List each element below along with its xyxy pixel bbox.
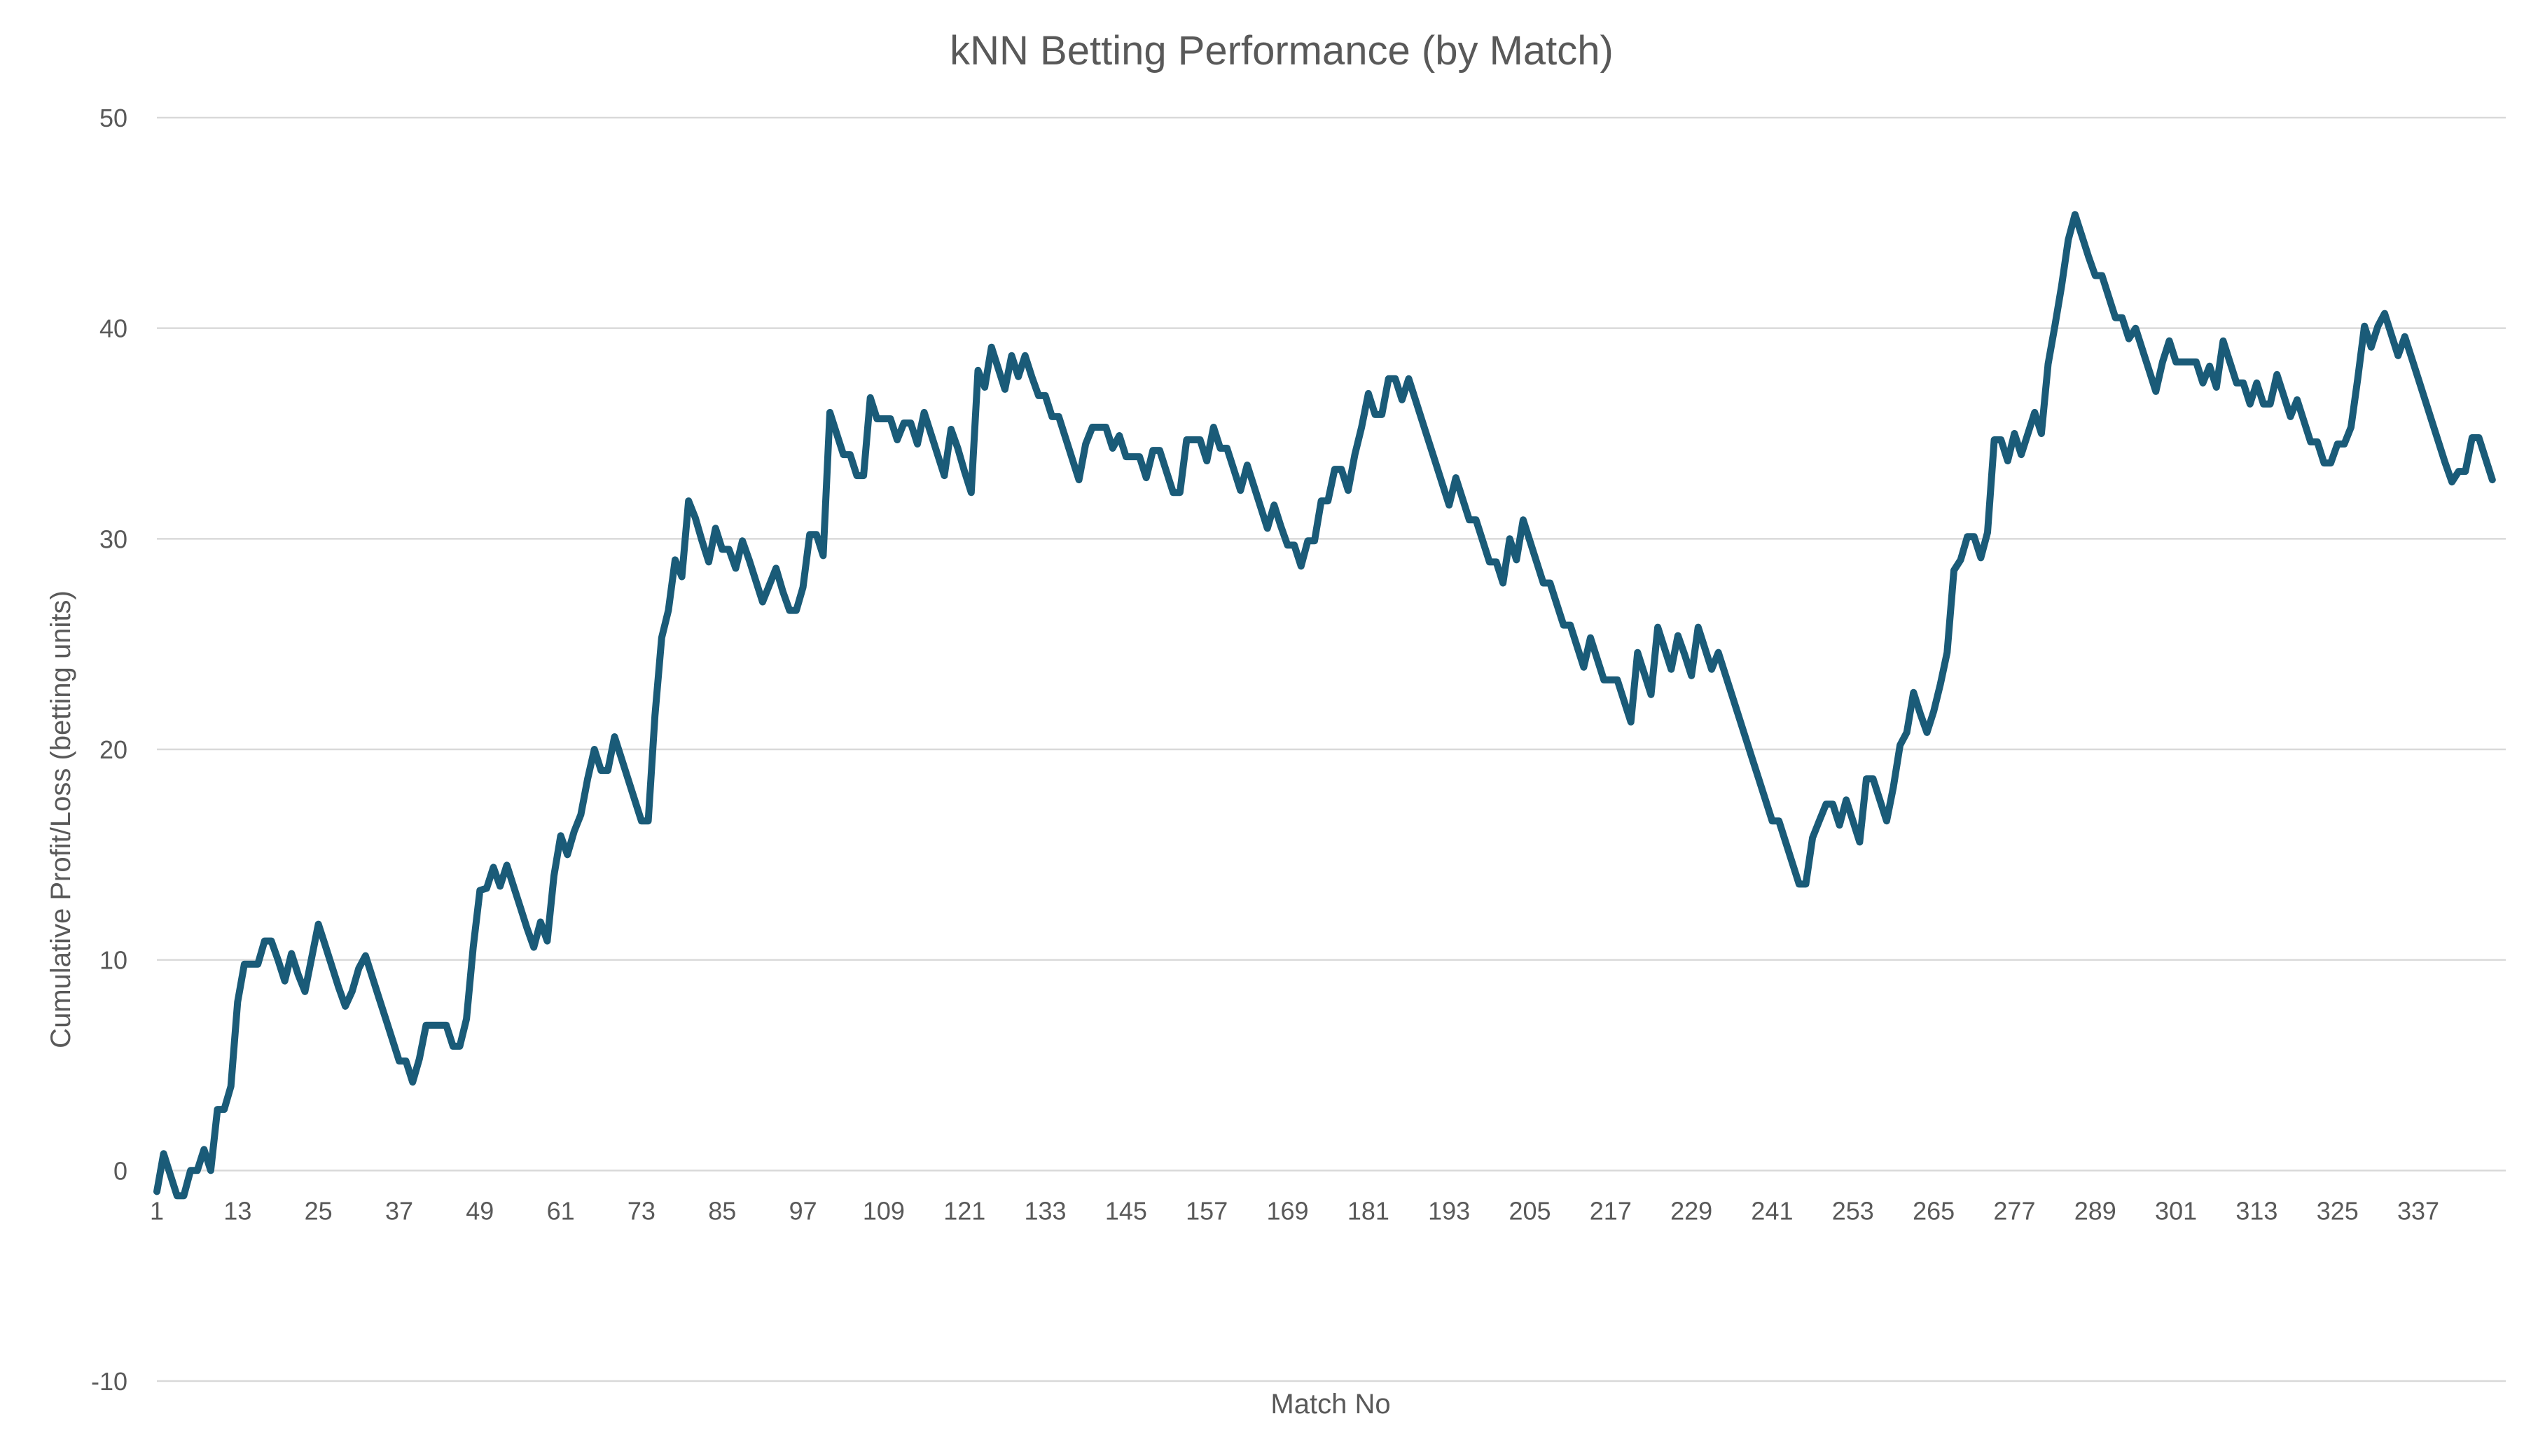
x-tick-label: 1: [150, 1196, 164, 1225]
x-tick-label: 25: [305, 1196, 333, 1225]
x-tick-label: 97: [789, 1196, 817, 1225]
x-tick-label: 85: [708, 1196, 736, 1225]
y-tick-label: 10: [99, 946, 127, 975]
y-tick-label: 20: [99, 735, 127, 764]
series-layer: [153, 211, 2496, 1200]
x-tick-label: 265: [1913, 1196, 1955, 1225]
x-tick-label: 61: [547, 1196, 575, 1225]
grid-layer: [157, 116, 2506, 1382]
x-tick-labels: 1 13 25 37 49 61 73 85 97 109 121 133 145 157 169 181 19…: [150, 1196, 2439, 1225]
y-axis-label: Cumulative Profit/Loss (betting units): [46, 590, 76, 1048]
chart-title: kNN Betting Performance (by Match): [950, 28, 1614, 74]
x-tick-label: 193: [1428, 1196, 1470, 1225]
x-tick-label: 325: [2317, 1196, 2359, 1225]
x-tick-label: 217: [1590, 1196, 1632, 1225]
x-axis-label: Match No: [1270, 1389, 1390, 1420]
y-tick-label: 0: [113, 1156, 127, 1185]
y-tick-labels: -10 0 10 20 30 40 50: [91, 104, 127, 1396]
x-tick-label: 181: [1347, 1196, 1389, 1225]
x-tick-label: 205: [1509, 1196, 1551, 1225]
series-line-0: [153, 211, 2496, 1200]
x-tick-label: 157: [1186, 1196, 1228, 1225]
x-tick-label: 49: [466, 1196, 494, 1225]
x-tick-label: 301: [2155, 1196, 2197, 1225]
x-tick-label: 133: [1025, 1196, 1067, 1225]
x-tick-label: 253: [1832, 1196, 1874, 1225]
x-tick-label: 277: [1993, 1196, 2035, 1225]
x-tick-label: 121: [943, 1196, 985, 1225]
y-tick-label: 50: [99, 104, 127, 132]
x-tick-label: 73: [627, 1196, 656, 1225]
x-tick-label: 229: [1670, 1196, 1712, 1225]
x-tick-label: 37: [385, 1196, 413, 1225]
x-tick-label: 13: [223, 1196, 251, 1225]
x-tick-label: 313: [2235, 1196, 2277, 1225]
x-tick-label: 109: [863, 1196, 905, 1225]
x-tick-label: 169: [1266, 1196, 1308, 1225]
y-tick-label: 40: [99, 314, 127, 343]
x-tick-label: 145: [1105, 1196, 1147, 1225]
x-tick-label: 241: [1751, 1196, 1793, 1225]
y-tick-label: -10: [91, 1367, 127, 1396]
y-tick-label: 30: [99, 525, 127, 553]
x-tick-label: 337: [2397, 1196, 2439, 1225]
x-tick-label: 289: [2074, 1196, 2116, 1225]
